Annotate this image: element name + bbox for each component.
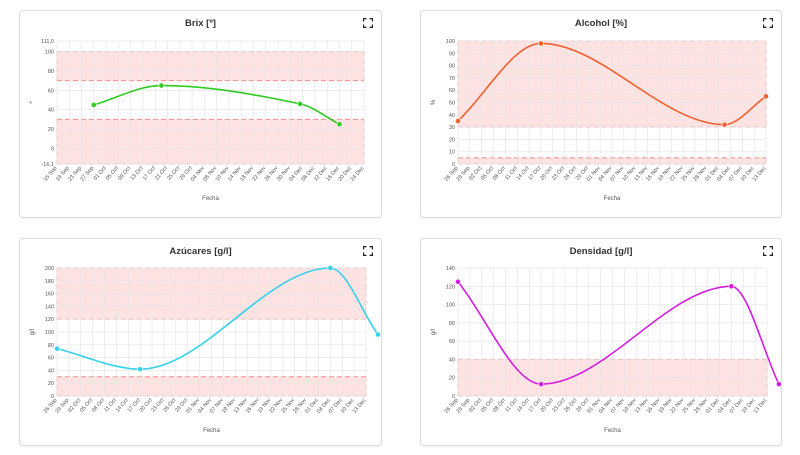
x-tick-label: 27 Sep [80,165,96,182]
azucares-chart-card: Azúcares [g/l] 200 180 160 140 120 100 80 60 40 2… [19,238,382,446]
y-tick-label: 100 [45,330,54,336]
y-tick-label: 40 [449,357,455,363]
y-tick-label: 100 [446,39,455,45]
brix-chart-card: Brix [º] 111,0 100 80 60 40 20 0 -16,1 15 Sep 19 … [19,10,382,218]
x-tick-label: 13 Dec [752,165,768,182]
series-line [93,84,340,125]
threshold-band [57,119,364,164]
data-point [327,265,334,271]
y-tick-label: 40 [48,108,54,114]
series-line [457,42,767,126]
expand-icon[interactable] [763,18,773,28]
y-tick-label: 10 [449,150,455,156]
data-point [90,101,97,108]
y-axis-title: g/l [431,329,437,335]
y-tick-label: 80 [48,69,54,75]
y-tick-label: 90 [449,51,455,57]
y-tick-label: 30 [449,125,455,131]
y-tick-label: 20 [48,381,54,387]
y-tick-label: 111,0 [41,39,54,45]
y-tick-label: 40 [449,113,455,119]
expand-icon[interactable] [763,246,773,256]
threshold-band [57,51,364,81]
y-tick-label: 0 [452,394,455,400]
data-point [455,278,461,285]
data-point [137,366,144,373]
y-tick-label: 60 [449,88,455,94]
x-axis-title: Fecha [604,196,621,202]
y-tick-label: 0 [51,394,54,400]
x-tick-label: 13 Dec [352,397,368,414]
x-axis-title: Fecha [604,428,621,434]
y-tick-label: 70 [449,76,455,82]
y-tick-label: 100 [446,303,455,309]
series-line [457,281,780,385]
y-tick-label: 20 [449,137,455,143]
y-tick-label: 50 [449,101,455,107]
chart-title: Brix [º] [185,18,216,29]
x-axis-title: Fecha [202,196,219,202]
data-point [538,40,544,47]
data-point [158,82,165,89]
y-tick-label: 60 [449,339,455,345]
data-point [728,283,735,290]
y-axis-title: g/l [30,329,36,335]
y-tick-label: 140 [45,304,54,310]
expand-icon[interactable] [363,18,373,28]
alcohol-chart-card: Alcohol [%] 100 90 80 70 60 50 40 30 20 10 0 26 Sep… [420,10,782,218]
data-point [374,331,381,338]
x-axis-title: Fecha [203,428,220,434]
densidad-chart-card: Densidad [g/l] 140 120 100 80 60 40 20 0 26 Sep 2… [420,238,782,446]
y-tick-label: 80 [449,321,455,327]
y-tick-label: 180 [45,279,54,285]
y-tick-label: 20 [48,127,54,133]
y-tick-label: 60 [48,88,54,94]
data-point [763,93,769,100]
data-point [775,381,781,388]
y-tick-label: 140 [446,266,455,272]
y-tick-label: 0 [452,162,455,168]
y-tick-label: 40 [48,368,54,374]
data-point [721,121,728,128]
y-axis-title: º [29,101,36,104]
y-tick-label: 160 [45,292,54,298]
chart-title: Densidad [g/l] [569,246,633,257]
chart-title: Alcohol [%] [574,18,628,29]
data-point [54,345,60,352]
y-tick-label: 120 [45,317,54,323]
y-tick-label: 0 [51,146,54,152]
y-tick-label: 60 [48,356,54,362]
y-tick-label: 100 [45,50,54,56]
x-tick-label: 13 Dec [753,397,769,414]
y-axis-title: % [431,99,437,105]
y-tick-label: -16,1 [41,162,54,168]
y-tick-label: 20 [449,376,455,382]
y-tick-label: 120 [446,284,455,290]
data-point [336,121,343,128]
y-tick-label: 200 [45,266,54,272]
y-tick-label: 80 [48,343,54,349]
y-tick-label: 80 [449,64,455,70]
chart-title: Azúcares [g/l] [169,246,232,257]
expand-icon[interactable] [363,246,373,256]
data-point [455,118,461,124]
series-line [56,267,379,370]
data-point [297,101,304,107]
x-tick-label: 24 Dec [350,165,366,182]
data-point [538,381,545,388]
